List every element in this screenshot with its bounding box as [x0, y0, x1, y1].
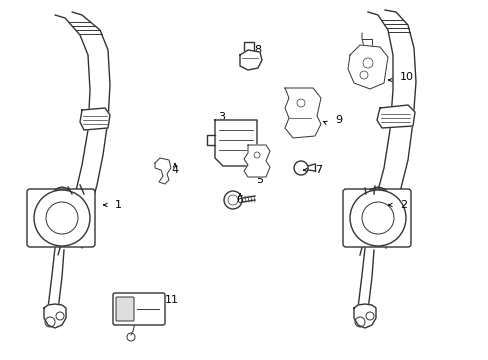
Polygon shape	[285, 88, 320, 138]
Text: 3: 3	[218, 112, 225, 122]
FancyBboxPatch shape	[116, 297, 134, 321]
Polygon shape	[80, 108, 110, 130]
Text: 9: 9	[334, 115, 342, 125]
Text: 11: 11	[164, 295, 179, 305]
Text: 10: 10	[399, 72, 413, 82]
Text: 1: 1	[115, 200, 122, 210]
FancyBboxPatch shape	[113, 293, 164, 325]
Text: 2: 2	[399, 200, 407, 210]
Polygon shape	[244, 145, 269, 177]
Polygon shape	[155, 158, 171, 184]
Polygon shape	[215, 120, 257, 166]
Text: 8: 8	[254, 45, 261, 55]
Text: 5: 5	[256, 175, 263, 185]
Text: 6: 6	[236, 195, 243, 205]
Polygon shape	[240, 50, 262, 70]
FancyBboxPatch shape	[27, 189, 95, 247]
Text: 7: 7	[314, 165, 322, 175]
Text: 4: 4	[171, 165, 178, 175]
Polygon shape	[376, 105, 414, 128]
FancyBboxPatch shape	[342, 189, 410, 247]
Polygon shape	[347, 45, 387, 89]
Polygon shape	[353, 304, 375, 328]
Polygon shape	[44, 304, 66, 328]
